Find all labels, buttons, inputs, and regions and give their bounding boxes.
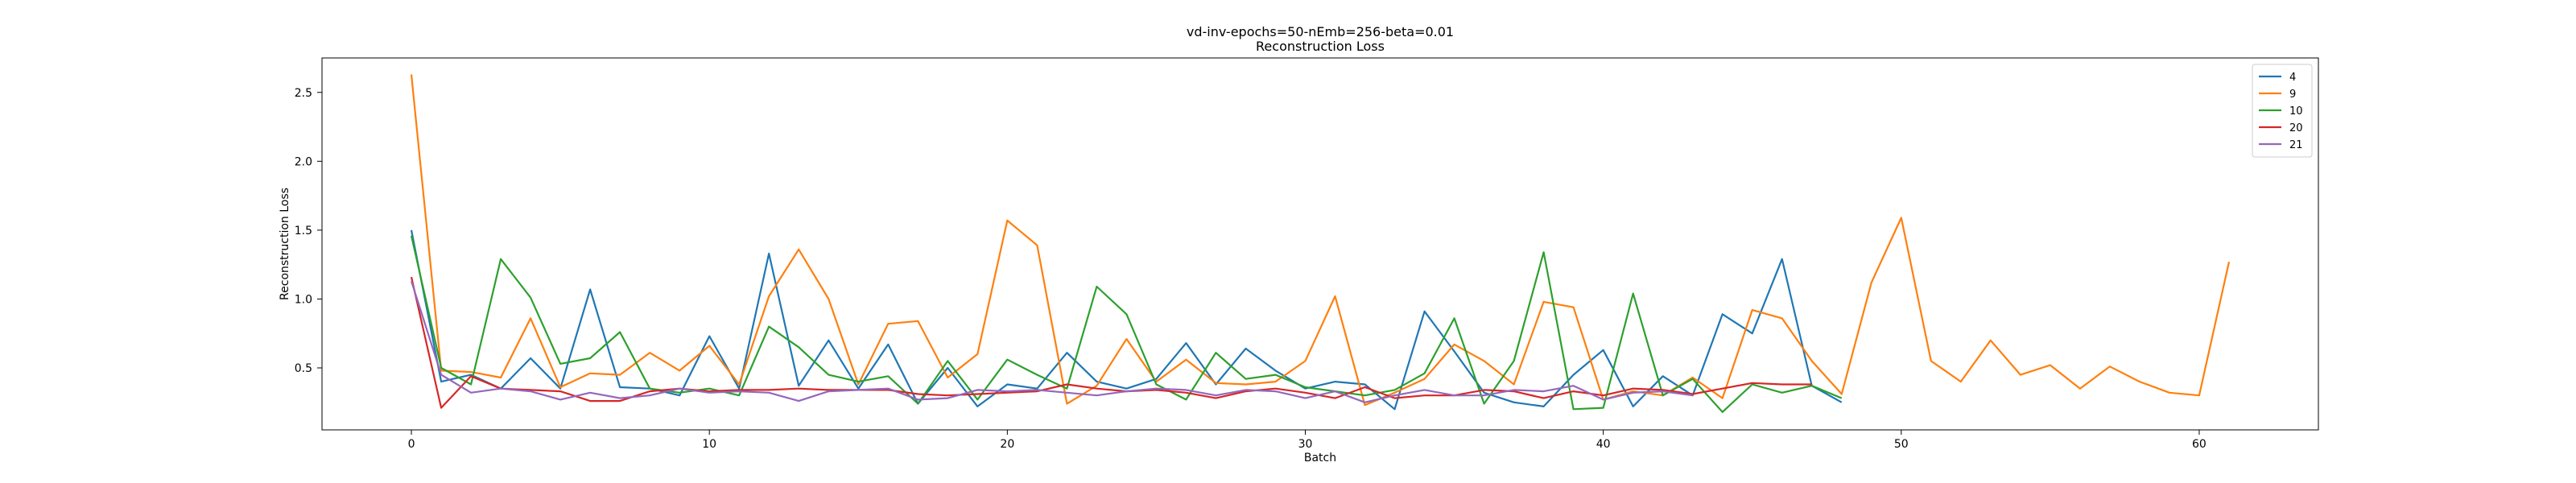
x-tick-label: 50 (1894, 438, 1909, 451)
legend-box (2252, 64, 2313, 158)
series-line-9 (410, 74, 2231, 407)
x-tick-label: 60 (2192, 438, 2207, 451)
y-axis-label: Reconstruction Loss (279, 188, 291, 300)
y-tick-label: 1.5 (295, 225, 312, 237)
series-line-20 (410, 276, 1812, 409)
legend-label-20: 20 (2289, 122, 2303, 134)
x-tick-label: 20 (1000, 438, 1014, 451)
legend: 4 9 10 20 21 (2252, 64, 2313, 158)
legend-label-21: 21 (2289, 139, 2303, 151)
legend-label-10: 10 (2289, 105, 2303, 118)
chart-title: vd-inv-epochs=50-nEmb=256-beta=0.01 (1187, 24, 1454, 39)
x-tick-label: 30 (1298, 438, 1313, 451)
plot-frame (321, 57, 2319, 431)
y-tick-label: 2.0 (295, 155, 312, 168)
y-axis-ticks: 0.5 1.0 1.5 2.0 2.5 (295, 87, 322, 375)
legend-label-4: 4 (2289, 72, 2296, 84)
x-axis-label: Batch (1304, 452, 1336, 464)
y-tick-label: 2.5 (295, 87, 312, 100)
series-line-21 (410, 280, 1693, 403)
series-line-10 (410, 235, 1843, 413)
x-axis-ticks: 0 10 20 30 40 50 60 (408, 430, 2207, 451)
y-tick-label: 0.5 (295, 362, 312, 375)
y-tick-label: 1.0 (295, 293, 312, 306)
x-tick-label: 0 (408, 438, 415, 451)
series-lines (410, 74, 2231, 413)
x-tick-label: 10 (702, 438, 716, 451)
chart-subtitle: Reconstruction Loss (1256, 39, 1385, 54)
x-tick-label: 40 (1596, 438, 1611, 451)
legend-label-9: 9 (2289, 89, 2296, 101)
